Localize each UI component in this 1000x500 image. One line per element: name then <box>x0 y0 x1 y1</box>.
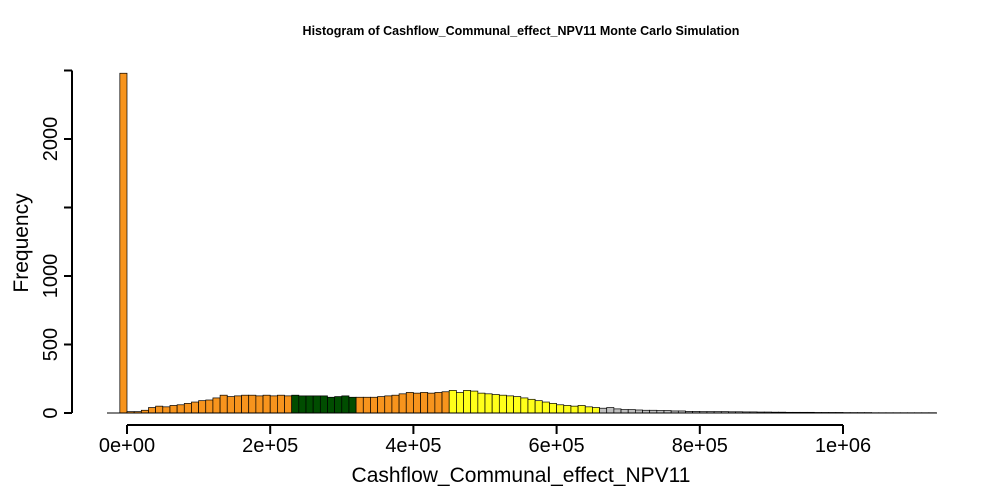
histogram-bar <box>234 395 242 414</box>
histogram-bar <box>477 392 486 414</box>
histogram-bar <box>484 393 493 414</box>
y-tick-label: 0 <box>40 407 62 418</box>
histogram-bar <box>191 401 199 414</box>
histogram-bar <box>584 406 593 414</box>
histogram-bars <box>107 72 937 414</box>
histogram-bar <box>169 405 178 414</box>
histogram-bar <box>277 394 285 414</box>
histogram-bar <box>577 405 586 414</box>
histogram-bar <box>456 392 464 414</box>
histogram-bar <box>370 396 378 414</box>
histogram-bar <box>362 396 371 414</box>
histogram-bar <box>556 404 565 414</box>
histogram-bar <box>441 391 450 414</box>
histogram-bar <box>348 396 357 414</box>
histogram-bar <box>334 396 343 414</box>
histogram-bar <box>312 395 321 414</box>
histogram-bar <box>613 408 622 414</box>
histogram-bar <box>599 407 608 414</box>
histogram-bar <box>391 394 400 414</box>
x-axis-label: Cashflow_Communal_effect_NPV11 <box>352 464 691 487</box>
histogram-bar <box>413 392 421 414</box>
histogram-bar <box>498 394 507 414</box>
chart-title: Histogram of Cashflow_Communal_effect_NP… <box>303 24 740 38</box>
histogram-bar <box>284 395 293 414</box>
x-tick-label: 1e+06 <box>815 435 871 457</box>
histogram-bar <box>162 406 171 414</box>
histogram-bar <box>377 396 386 414</box>
y-tick-label: 1000 <box>40 254 62 299</box>
histogram-bar <box>506 395 514 414</box>
histogram-bar <box>155 405 164 414</box>
histogram-bar <box>183 403 192 414</box>
histogram-bar <box>355 396 364 414</box>
histogram-bar <box>255 395 264 414</box>
histogram-bar <box>262 394 271 414</box>
histogram-bar <box>527 398 536 414</box>
histogram-bar <box>513 396 522 414</box>
histogram-bar <box>549 403 557 414</box>
histogram-bar <box>176 404 185 414</box>
histogram-bar <box>219 394 228 414</box>
histogram-bar <box>319 395 328 414</box>
histogram-bar <box>434 392 443 414</box>
histogram-bar <box>226 396 235 414</box>
histogram-bar <box>405 392 414 414</box>
histogram-bar <box>606 407 615 414</box>
histogram-bar <box>291 394 300 414</box>
histogram-bar <box>627 409 636 414</box>
x-tick-label: 2e+05 <box>242 435 298 457</box>
histogram-bar <box>470 390 479 414</box>
histogram-bar <box>248 394 257 414</box>
histogram-bar <box>420 392 429 414</box>
histogram-bar <box>198 400 207 414</box>
histogram-bar <box>398 393 407 414</box>
histogram-bar <box>341 395 350 414</box>
histogram-bar <box>448 390 457 414</box>
histogram-bar <box>269 395 278 414</box>
histogram-bar <box>563 405 572 414</box>
x-tick-label: 4e+05 <box>385 435 441 457</box>
histogram-bar <box>534 400 543 414</box>
histogram-bar <box>491 394 500 414</box>
x-tick-label: 8e+05 <box>672 435 728 457</box>
histogram-bar <box>463 390 472 414</box>
y-axis: 0 500 1000 2000 <box>40 69 73 419</box>
histogram-bar <box>592 407 600 414</box>
y-tick-label: 2000 <box>40 117 62 162</box>
histogram-bar <box>241 394 250 414</box>
histogram-bar <box>520 397 529 414</box>
histogram-bar <box>427 392 436 414</box>
x-tick-label: 0e+00 <box>99 435 155 457</box>
y-tick-label: 500 <box>40 328 62 361</box>
histogram-bar <box>327 396 335 414</box>
x-tick-label: 6e+05 <box>529 435 585 457</box>
histogram-bar <box>298 395 307 414</box>
histogram-bar <box>119 72 128 414</box>
y-axis-label: Frequency <box>10 193 33 293</box>
histogram-bar <box>205 399 214 414</box>
x-axis: 0e+00 2e+05 4e+05 6e+05 8e+05 1e+06 <box>99 424 871 457</box>
histogram-bar <box>305 395 314 414</box>
histogram-bar <box>384 395 393 414</box>
histogram-bar <box>620 409 629 414</box>
histogram-bar <box>148 407 156 414</box>
histogram-bar <box>570 405 579 414</box>
histogram-bar <box>541 401 550 414</box>
histogram-bar <box>212 397 221 414</box>
